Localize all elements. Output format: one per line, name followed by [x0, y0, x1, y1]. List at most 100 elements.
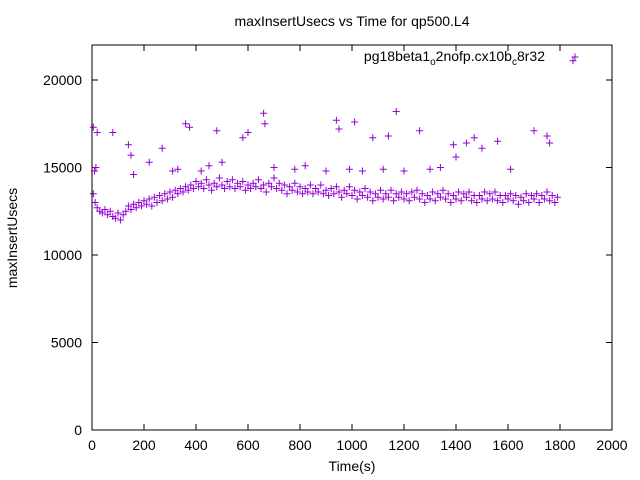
data-point	[384, 132, 392, 140]
data-point	[93, 129, 101, 136]
data-point	[332, 116, 340, 124]
data-point	[205, 181, 213, 189]
data-point	[436, 193, 444, 201]
data-point	[270, 164, 278, 171]
data-point	[89, 123, 97, 131]
data-point	[288, 186, 296, 194]
data-point	[366, 188, 374, 196]
data-point	[546, 197, 554, 205]
data-point	[543, 188, 551, 196]
data-point	[322, 186, 330, 194]
data-point	[546, 139, 554, 147]
data-point	[280, 181, 288, 189]
data-point	[462, 139, 470, 147]
data-point	[150, 193, 158, 201]
data-point	[137, 202, 145, 210]
data-point	[202, 176, 210, 184]
data-point	[299, 190, 307, 198]
data-point	[208, 186, 216, 194]
data-point	[449, 141, 457, 149]
legend-sub-1: o	[430, 57, 436, 68]
x-axis-label: Time(s)	[329, 458, 376, 474]
y-tick-label: 20000	[43, 72, 82, 88]
data-point	[213, 183, 221, 191]
data-point	[291, 179, 299, 187]
data-point	[247, 185, 255, 192]
data-point	[218, 158, 226, 166]
data-point	[174, 165, 182, 173]
data-point	[335, 125, 343, 133]
data-point	[374, 193, 382, 201]
data-point	[348, 192, 356, 199]
data-point	[522, 190, 530, 198]
data-point	[444, 190, 452, 198]
data-point	[169, 167, 177, 175]
data-point	[457, 197, 465, 205]
data-point	[478, 195, 486, 203]
data-point	[525, 199, 533, 206]
data-point	[499, 199, 507, 206]
data-point	[106, 207, 114, 215]
data-point	[236, 183, 244, 191]
x-tick-label: 400	[184, 437, 208, 453]
data-point	[262, 188, 270, 196]
data-point	[520, 197, 528, 205]
data-point	[192, 178, 200, 185]
data-point	[535, 199, 543, 206]
data-point	[174, 190, 182, 198]
data-point	[261, 120, 269, 128]
data-point	[533, 190, 541, 198]
data-point	[351, 118, 359, 126]
data-point	[392, 108, 400, 115]
x-tick-label: 2000	[596, 437, 627, 453]
data-point	[127, 151, 135, 159]
data-point	[494, 137, 502, 145]
data-point	[345, 183, 353, 191]
x-tick-label: 600	[236, 437, 260, 453]
data-point	[530, 127, 538, 135]
data-point	[221, 185, 229, 192]
data-point	[117, 216, 125, 224]
data-point	[317, 181, 325, 189]
data-point	[92, 164, 100, 171]
data-point	[226, 183, 234, 191]
data-point	[387, 186, 395, 194]
data-point	[343, 190, 351, 198]
x-tick-label: 1200	[388, 437, 419, 453]
data-point	[158, 197, 166, 205]
data-point	[416, 127, 424, 135]
data-point	[410, 193, 418, 201]
data-point	[153, 199, 161, 206]
data-point	[322, 167, 330, 175]
legend-part-3: 8r32	[517, 48, 545, 64]
data-point	[421, 199, 429, 206]
data-point	[507, 165, 515, 173]
data-point	[124, 141, 132, 149]
data-point	[413, 186, 421, 194]
x-tick-label: 1400	[440, 437, 471, 453]
data-point	[145, 195, 153, 203]
data-point	[468, 197, 476, 205]
data-point	[465, 188, 473, 196]
data-point	[215, 174, 223, 182]
y-tick-label: 0	[74, 422, 82, 438]
x-tick-label: 0	[88, 437, 96, 453]
data-point	[293, 188, 301, 196]
data-point	[377, 186, 385, 194]
data-point	[345, 165, 353, 173]
data-point	[431, 197, 439, 205]
data-point	[325, 192, 333, 199]
data-point	[416, 195, 424, 203]
data-point	[488, 195, 496, 203]
data-point	[223, 178, 231, 185]
data-point	[213, 127, 221, 135]
data-point	[114, 209, 122, 217]
axis-ticks: 0 200 400 600 800 1000 1200 1400 1600 1800 2000050…	[43, 45, 628, 453]
data-point	[403, 190, 411, 198]
data-point	[483, 197, 491, 205]
x-tick-label: 1800	[544, 437, 575, 453]
data-point	[481, 188, 489, 196]
data-point	[314, 188, 322, 196]
data-point	[111, 214, 119, 222]
data-point	[130, 171, 138, 178]
